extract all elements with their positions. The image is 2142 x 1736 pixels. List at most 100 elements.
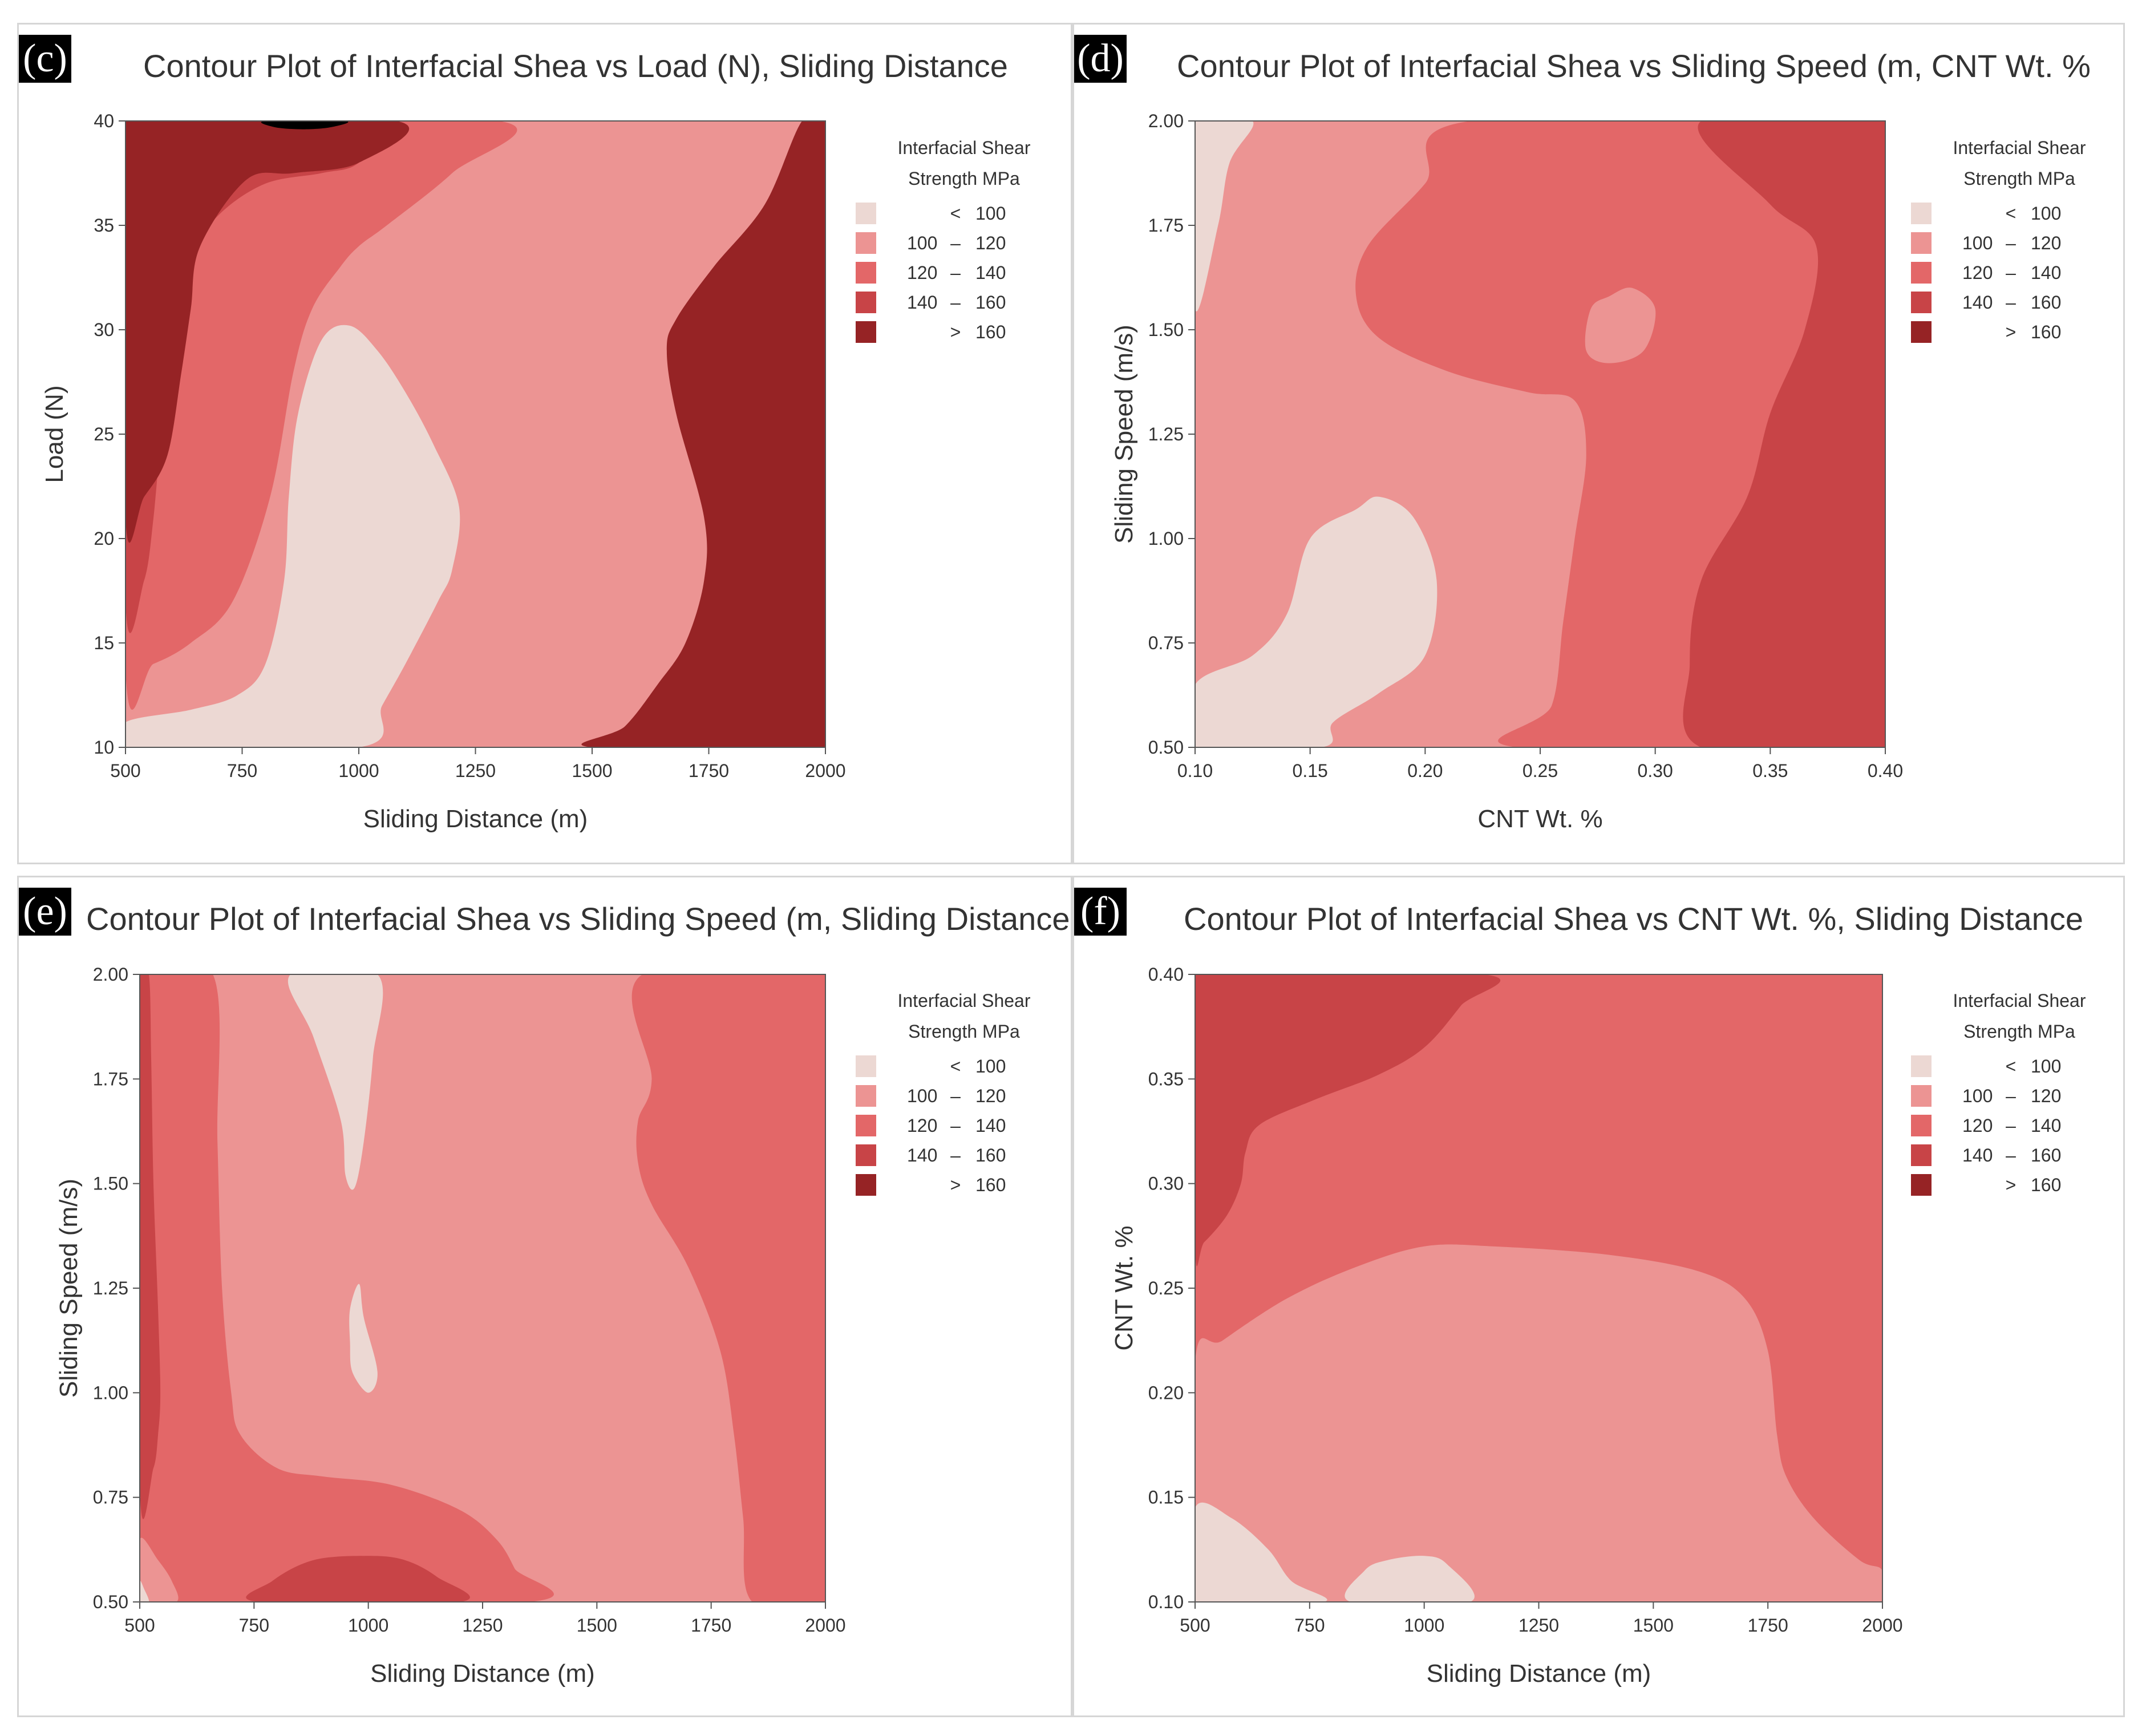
contour-regions <box>125 121 825 747</box>
contour-region-level-1 <box>1195 1244 1882 1602</box>
x-tick-label: 500 <box>124 1615 155 1636</box>
contour-regions <box>1195 121 1885 747</box>
legend-high: 120 <box>975 233 1006 253</box>
x-tick-label: 0.20 <box>1407 760 1443 781</box>
y-tick-label: 25 <box>94 424 114 444</box>
legend-symbol: > <box>2006 322 2017 342</box>
y-tick-label: 0.30 <box>1148 1173 1184 1194</box>
legend-swatch <box>1911 232 1932 254</box>
chart-2: 500 750 1000 1250 1500 1750 2000 0.50 0.75 1.00 1.… <box>55 964 1031 1688</box>
y-axis-label: CNT Wt. % <box>1110 1225 1138 1350</box>
legend-title: Strength MPa <box>1963 168 2075 189</box>
y-tick-label: 2.00 <box>93 964 128 985</box>
legend-dash: – <box>950 1145 961 1166</box>
y-tick-label: 0.25 <box>1148 1278 1184 1298</box>
legend-swatch <box>1911 1115 1932 1136</box>
legend-title: Interfacial Shear <box>1953 990 2086 1011</box>
contour-region-level-0 <box>1345 1556 1475 1602</box>
x-tick-label: 1750 <box>1748 1615 1788 1636</box>
y-tick-label: 1.25 <box>93 1278 128 1298</box>
panel-tag: (c) <box>19 35 71 83</box>
legend-swatch <box>856 321 876 343</box>
contour-region-level-4 <box>125 121 409 543</box>
panel-title: Contour Plot of Interfacial Shea vs Load… <box>143 48 1008 84</box>
legend-symbol: > <box>2006 1175 2017 1195</box>
legend-swatch <box>1911 1085 1932 1107</box>
y-tick-label: 20 <box>94 528 114 549</box>
legend-high: 100 <box>975 1056 1006 1077</box>
legend-high: 100 <box>2031 1056 2061 1077</box>
contour-regions <box>140 974 825 1602</box>
y-tick-label: 2.00 <box>1148 111 1184 131</box>
legend-symbol: < <box>2006 1056 2017 1077</box>
x-axis-label: Sliding Distance (m) <box>363 805 588 833</box>
legend-swatch <box>1911 203 1932 224</box>
y-tick-label: 0.50 <box>93 1592 128 1612</box>
legend-dash: – <box>2006 292 2016 313</box>
legend-high: 160 <box>975 1145 1006 1166</box>
x-tick-label: 1250 <box>455 760 496 781</box>
x-tick-label: 2000 <box>805 760 845 781</box>
contour-region-level-0 <box>349 1284 378 1393</box>
x-tick-label: 1500 <box>577 1615 617 1636</box>
legend-low: 120 <box>1962 262 1993 283</box>
x-tick-label: 0.40 <box>1868 760 1903 781</box>
y-axis-label: Sliding Speed (m/s) <box>1110 325 1138 544</box>
x-tick-label: 500 <box>1180 1615 1210 1636</box>
legend-title: Interfacial Shear <box>897 990 1030 1011</box>
y-tick-label: 1.75 <box>1148 215 1184 236</box>
x-tick-label: 1750 <box>689 760 729 781</box>
x-tick-label: 0.10 <box>1177 760 1213 781</box>
contour-region-level-5 <box>261 121 349 130</box>
y-tick-label: 1.50 <box>1148 319 1184 340</box>
x-tick-label: 500 <box>110 760 140 781</box>
legend-high: 160 <box>2031 1145 2061 1166</box>
y-tick-label: 1.00 <box>93 1382 128 1403</box>
legend-swatch <box>856 203 876 224</box>
legend-swatch <box>856 1115 876 1136</box>
legend-swatch <box>1911 292 1932 313</box>
legend-swatch <box>1911 1055 1932 1077</box>
y-tick-label: 0.75 <box>93 1487 128 1508</box>
legend-low: 100 <box>907 1086 937 1106</box>
contour-region-level-0 <box>1195 1502 1327 1602</box>
legend-swatch <box>856 1055 876 1077</box>
legend-swatch <box>1911 1174 1932 1196</box>
panel-tag: (f) <box>1074 888 1127 936</box>
x-tick-label: 0.35 <box>1752 760 1788 781</box>
legend-title: Interfacial Shear <box>1953 137 2086 158</box>
legend-dash: – <box>2006 1145 2016 1166</box>
legend-swatch <box>856 232 876 254</box>
contour-region-level-2 <box>631 974 825 1602</box>
legend-swatch <box>1911 1144 1932 1166</box>
legend-dash: – <box>2006 262 2016 283</box>
x-tick-label: 1500 <box>572 760 612 781</box>
contour-region-level-0 <box>288 974 383 1190</box>
x-tick-label: 1500 <box>1633 1615 1674 1636</box>
legend-dash: – <box>2006 233 2016 253</box>
y-tick-label: 30 <box>94 319 114 340</box>
y-tick-label: 0.50 <box>1148 737 1184 758</box>
panel-title: Contour Plot of Interfacial Shea vs Slid… <box>86 901 1070 937</box>
contour-region-level-0 <box>1195 496 1438 747</box>
x-axis-label: CNT Wt. % <box>1477 805 1602 833</box>
x-tick-label: 1000 <box>1404 1615 1444 1636</box>
legend-dash: – <box>950 262 961 283</box>
chart-3: 500 750 1000 1250 1500 1750 2000 0.10 0.15 0.20 0.… <box>1110 964 2086 1688</box>
x-tick-label: 1000 <box>348 1615 388 1636</box>
legend-title: Strength MPa <box>908 1021 1020 1042</box>
y-tick-label: 40 <box>94 111 114 131</box>
y-tick-label: 0.35 <box>1148 1069 1184 1089</box>
contour-region-level-2 <box>140 974 554 1602</box>
legend-high: 160 <box>2031 1175 2061 1195</box>
y-tick-label: 0.15 <box>1148 1487 1184 1508</box>
contour-region-level-4 <box>581 121 825 747</box>
contour-region-level-0 <box>125 325 460 747</box>
x-tick-label: 1250 <box>462 1615 503 1636</box>
legend-swatch <box>1911 321 1932 343</box>
legend-high: 100 <box>975 203 1006 224</box>
legend-low: 100 <box>1962 1086 1993 1106</box>
y-tick-label: 1.75 <box>93 1069 128 1089</box>
